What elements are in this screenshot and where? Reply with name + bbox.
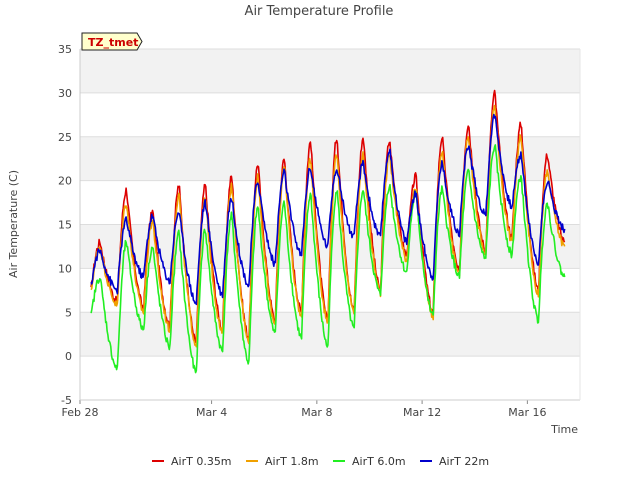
legend-label-4: AirT 22m [439, 455, 489, 468]
grid-band [80, 136, 580, 181]
tag-box [81, 32, 143, 51]
y-tick-label: -5 [61, 394, 72, 407]
series-line-3 [90, 144, 566, 374]
y-axis-ticks: -5 0 5 10 15 20 25 30 35 [58, 43, 72, 407]
legend-label-2: AirT 1.8m [265, 455, 319, 468]
y-tick-label: 0 [65, 350, 72, 363]
legend-label-1: AirT 0.35m [171, 455, 232, 468]
axes [79, 49, 581, 401]
grid-band [80, 312, 580, 357]
y-tick-label: 35 [58, 43, 72, 56]
legend-label-3: AirT 6.0m [352, 455, 406, 468]
series-line-4 [90, 113, 566, 306]
legend: AirT 0.35m AirT 1.8m AirT 6.0m AirT 22m [152, 455, 489, 468]
y-tick-label: 5 [65, 306, 72, 319]
x-tick-label: Feb 28 [62, 406, 99, 419]
y-tick-label: 25 [58, 131, 72, 144]
x-tick-label: Mar 16 [508, 406, 546, 419]
y-tick-label: 15 [58, 219, 72, 232]
y-tick-label: 10 [58, 262, 72, 275]
x-axis-ticks: Feb 28 Mar 4 Mar 8 Mar 12 Mar 16 [62, 400, 546, 419]
tag-label: TZ_tmet [88, 36, 138, 49]
series-lines [90, 89, 566, 374]
x-tick-label: Mar 8 [301, 406, 332, 419]
x-tick-label: Mar 4 [196, 406, 227, 419]
grid-band [80, 49, 580, 93]
chart-title: Air Temperature Profile [245, 4, 394, 19]
site-tag: TZ_tmet [81, 32, 143, 51]
y-axis-label: Air Temperature (C) [7, 170, 20, 278]
x-tick-label: Mar 12 [403, 406, 441, 419]
x-axis-label: Time [550, 423, 578, 436]
y-tick-label: 30 [58, 87, 72, 100]
y-tick-label: 20 [58, 175, 72, 188]
